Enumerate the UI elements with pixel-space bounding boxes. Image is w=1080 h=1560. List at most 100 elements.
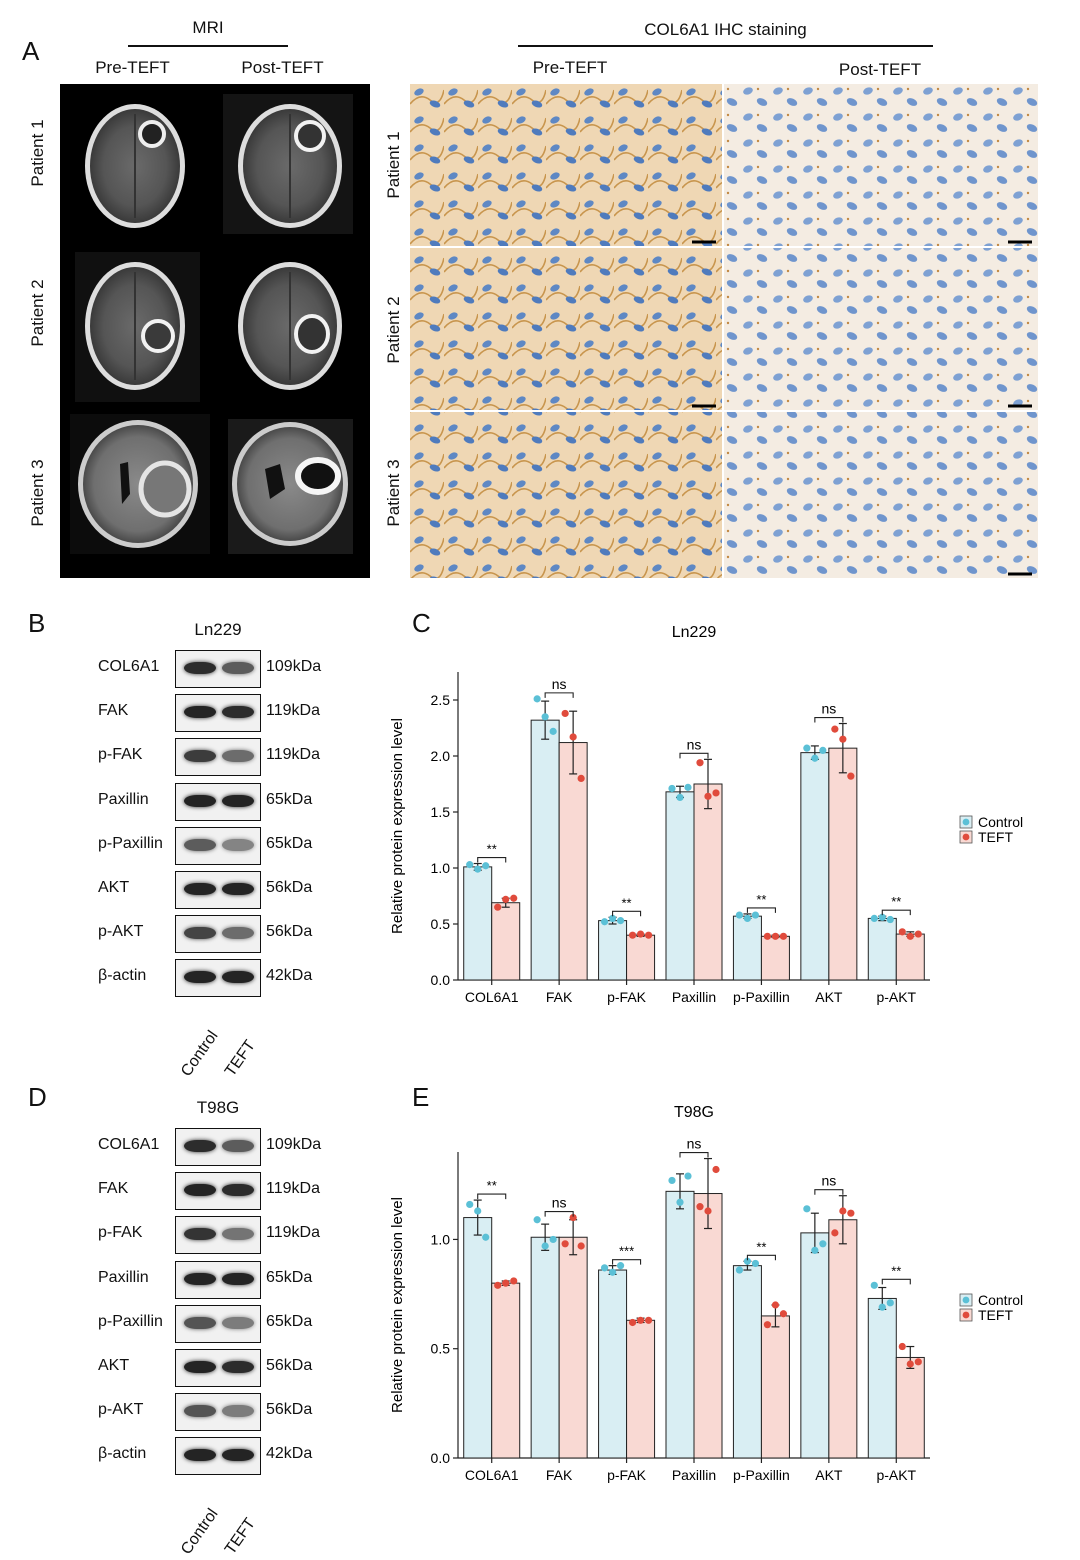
significance-label: ** — [756, 892, 766, 907]
blot-molecular-weight: 119kDa — [266, 746, 320, 764]
x-tick-label: p-AKT — [876, 1467, 916, 1483]
bar-teft — [558, 742, 588, 981]
panel-label-e: E — [412, 1082, 430, 1112]
blot-molecular-weight: 42kDa — [266, 967, 313, 985]
blot-band-box — [175, 1128, 261, 1166]
bar-teft — [491, 902, 521, 981]
band-teft — [222, 1449, 254, 1462]
band-control — [184, 1140, 216, 1152]
y-tick-label: 1.5 — [431, 804, 451, 820]
y-tick-label: 1.0 — [431, 860, 451, 876]
blot-protein-label: FAK — [98, 702, 129, 720]
data-point-teft — [898, 1342, 906, 1351]
band-control — [184, 662, 216, 674]
panel-label-b: B — [28, 608, 46, 638]
ihc-patient1-post — [724, 84, 1038, 246]
significance-bracket — [544, 1211, 574, 1217]
blot-band-box — [175, 871, 261, 909]
significance-bracket — [814, 716, 844, 723]
data-point-teft — [763, 932, 772, 940]
significance-bracket — [881, 1278, 911, 1285]
blot-molecular-weight: 109kDa — [266, 1136, 322, 1153]
ihc-patient2-pre — [410, 248, 722, 410]
band-teft — [222, 750, 254, 763]
band-control — [184, 1449, 216, 1462]
legend-dot — [962, 1311, 970, 1319]
blot-lane-label: Control — [178, 1027, 222, 1080]
significance-bracket — [477, 1193, 507, 1200]
data-point-teft — [906, 1360, 914, 1368]
blot-cell-line-label: T98G — [196, 1098, 240, 1117]
data-point-teft — [502, 1279, 510, 1287]
band-control — [184, 706, 216, 719]
data-point-teft — [636, 930, 645, 938]
ihc-grid — [410, 84, 1038, 578]
band-control — [184, 1272, 216, 1285]
significance-label: ns — [552, 1195, 567, 1211]
mri-col-post: Post-TEFT — [241, 58, 324, 77]
bar-control — [732, 915, 762, 981]
y-tick-label: 0.5 — [431, 916, 451, 932]
blot-molecular-weight: 65kDa — [266, 1312, 313, 1330]
blot-molecular-weight: 119kDa — [266, 1180, 320, 1198]
data-point-control — [608, 914, 617, 922]
mri-scans — [70, 94, 353, 554]
data-point-teft — [510, 894, 518, 902]
x-tick-label: p-FAK — [607, 989, 647, 1005]
data-point-teft — [510, 1277, 518, 1285]
significance-label: ns — [821, 1173, 836, 1189]
data-point-control — [608, 1268, 617, 1276]
data-point-teft — [847, 1209, 855, 1217]
significance-label: ** — [622, 895, 632, 910]
bar-control — [867, 1297, 897, 1459]
mri-patient1-pre — [85, 104, 185, 228]
y-tick-label: 0.0 — [431, 972, 451, 988]
significance-label: *** — [619, 1244, 634, 1259]
data-point-teft — [839, 1207, 847, 1215]
data-point-teft — [914, 930, 922, 938]
data-point-control — [482, 862, 490, 870]
bar-teft — [693, 1193, 723, 1459]
blot-band-box — [175, 826, 261, 865]
significance-label: ** — [487, 842, 497, 857]
bar-control — [598, 920, 628, 981]
mri-title: MRI — [192, 18, 224, 37]
x-tick-label: COL6A1 — [465, 1467, 519, 1483]
ihc-row-label-3: Patient 3 — [384, 459, 403, 527]
data-point-teft — [847, 772, 855, 780]
significance-label: ** — [487, 1178, 497, 1193]
legend-dot — [962, 833, 970, 841]
blot-protein-label: Paxillin — [98, 1268, 149, 1286]
blot-lane-label: Control — [178, 1505, 222, 1558]
data-point-teft — [494, 903, 502, 911]
band-teft — [222, 706, 254, 719]
ihc-patient3-post — [724, 412, 1038, 578]
data-point-control — [676, 1198, 684, 1206]
blot-band-box — [175, 694, 261, 733]
y-tick-label: 2.5 — [431, 692, 451, 708]
bar-control — [732, 1265, 762, 1459]
data-point-teft — [577, 1242, 585, 1250]
bar-control — [665, 1190, 695, 1459]
x-tick-label: p-Paxillin — [733, 989, 790, 1005]
blot-band-box — [175, 1437, 261, 1476]
band-control — [184, 883, 216, 895]
ihc-col-pre: Pre-TEFT — [532, 58, 608, 77]
data-point-control — [616, 917, 625, 925]
y-axis-label: Relative protein expression level — [389, 1197, 406, 1413]
band-teft — [222, 971, 254, 984]
blot-protein-label: p-Paxillin — [98, 834, 163, 852]
y-tick-label: 0.0 — [431, 1450, 451, 1466]
blot-band-box — [175, 1172, 261, 1211]
data-point-control — [549, 727, 557, 735]
blot-protein-label: Paxillin — [98, 790, 149, 808]
blot-molecular-weight: 56kDa — [266, 1401, 313, 1419]
bar-teft — [760, 1315, 790, 1459]
data-point-teft — [494, 1281, 502, 1289]
data-point-control — [886, 915, 894, 924]
significance-bracket — [679, 1152, 709, 1158]
bar-teft — [693, 783, 723, 981]
mri-row-label-2: Patient 2 — [28, 279, 47, 347]
blot-molecular-weight: 56kDa — [266, 923, 313, 941]
bar-teft — [828, 747, 858, 981]
